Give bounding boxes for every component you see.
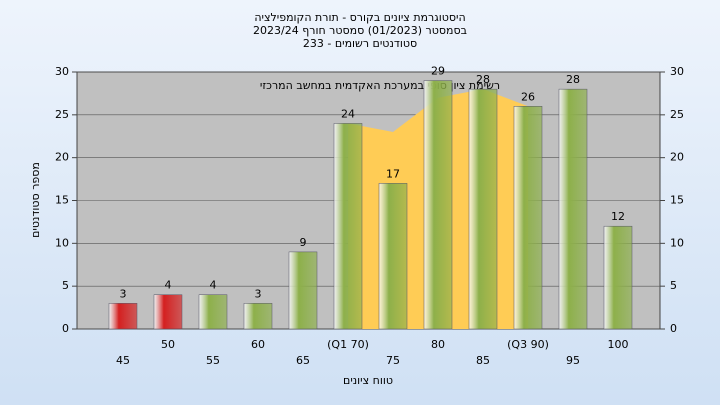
data-label: 12: [611, 210, 625, 223]
bar: [198, 294, 228, 330]
bar: [243, 303, 273, 330]
bar: [468, 88, 498, 330]
y-tick-label: 5: [62, 279, 69, 292]
x-tick-label: 45: [116, 354, 130, 367]
x-tick-label: 55: [206, 354, 220, 367]
y-tick-label: 30: [55, 65, 69, 78]
y2-tick-label: 5: [670, 279, 677, 292]
x-tick-label: (Q1 70): [327, 338, 369, 351]
x-tick-label: 100: [608, 338, 629, 351]
x-tick-label: 60: [251, 338, 265, 351]
x-tick-label: 65: [296, 354, 310, 367]
bar: [558, 88, 588, 330]
bar: [603, 225, 633, 330]
data-label: 28: [476, 73, 490, 86]
y2-tick-label: 30: [670, 65, 684, 78]
bar: [153, 294, 183, 330]
y-tick-label: 0: [62, 322, 69, 335]
x-tick-label: 95: [566, 354, 580, 367]
x-tick-label: (Q3 90): [507, 338, 549, 351]
y2-tick-label: 20: [670, 151, 684, 164]
y2-tick-label: 15: [670, 194, 684, 207]
data-label: 3: [255, 287, 262, 300]
x-axis-label: טווח ציונים: [343, 374, 393, 387]
chart-title: היסטוגרמת ציונים בקורס - תורת הקומפילציה: [254, 11, 465, 24]
data-label: 3: [120, 287, 127, 300]
bar: [288, 251, 318, 330]
x-tick-label: 50: [161, 338, 175, 351]
x-tick-label: 75: [386, 354, 400, 367]
y2-tick-label: 25: [670, 108, 684, 121]
chart-title: סטודנטים רשומים - 233: [303, 37, 417, 50]
data-label: 29: [431, 65, 445, 78]
data-label: 4: [165, 279, 172, 292]
chart-title: בסמסטר (01/2023) סמסטר חורף 2023/24: [253, 24, 467, 37]
data-label: 28: [566, 73, 580, 86]
y-tick-label: 15: [55, 194, 69, 207]
x-tick-label: 80: [431, 338, 445, 351]
y-tick-label: 20: [55, 151, 69, 164]
y2-tick-label: 10: [670, 236, 684, 249]
data-label: 24: [341, 107, 355, 120]
y-tick-label: 10: [55, 236, 69, 249]
annotation: רשימת ציון סופי במערכת האקדמית במחשב המר…: [260, 79, 500, 92]
data-label: 9: [300, 236, 307, 249]
y2-tick-label: 0: [670, 322, 677, 335]
bar: [108, 303, 138, 330]
bar: [333, 123, 363, 330]
data-label: 4: [210, 279, 217, 292]
bar: [423, 80, 453, 330]
y-tick-label: 25: [55, 108, 69, 121]
bar: [378, 183, 408, 330]
x-tick-label: 85: [476, 354, 490, 367]
data-label: 26: [521, 90, 535, 103]
data-label: 17: [386, 167, 400, 180]
bar: [513, 106, 543, 330]
y-axis-label: מספר סטודנטים: [29, 162, 42, 238]
